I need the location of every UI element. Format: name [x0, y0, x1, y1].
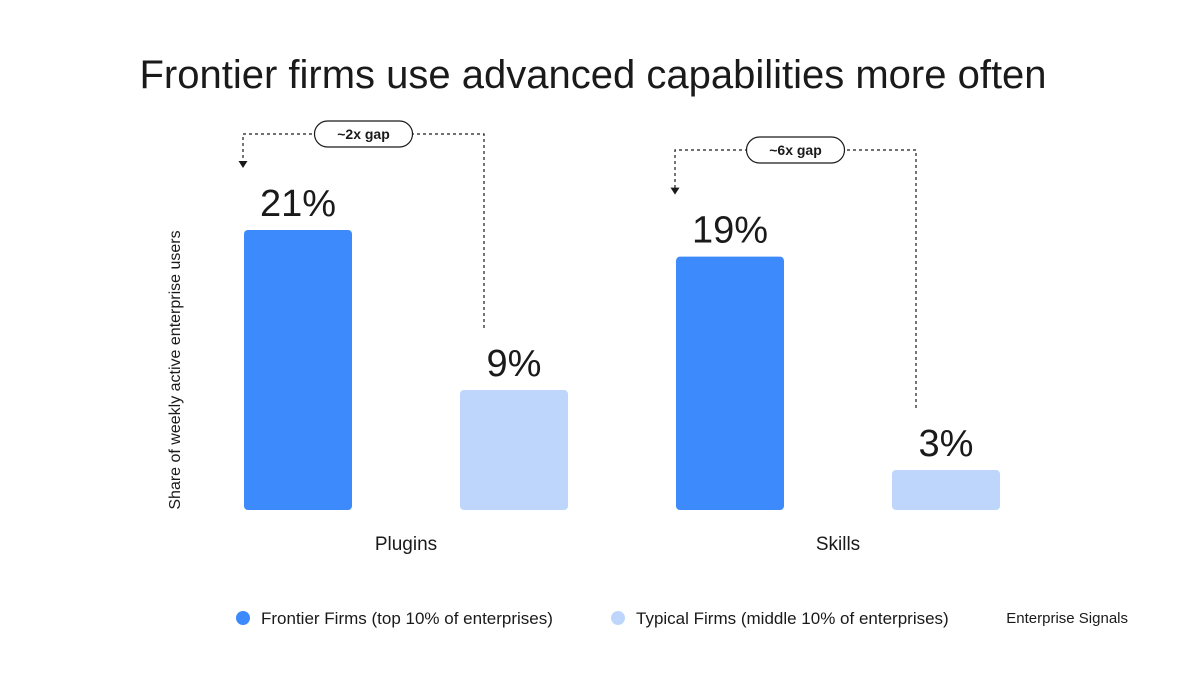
legend-swatch [236, 611, 250, 625]
legend-swatch [611, 611, 625, 625]
arrow-head-icon [670, 187, 680, 195]
gap-annotation-plugins: ~2x gap [238, 120, 485, 328]
bars: 21% 9% 19% 3% [244, 183, 1000, 510]
bar-plugins-frontier [244, 230, 352, 510]
legend-item-frontier: Frontier Firms (top 10% of enterprises) [236, 609, 553, 628]
legend-item-typical: Typical Firms (middle 10% of enterprises… [611, 609, 949, 628]
arrow-head-icon [238, 161, 248, 168]
gap-annotation-skills: ~6x gap [670, 136, 917, 408]
value-label-skills-frontier: 19% [692, 210, 768, 252]
gap-pill [745, 136, 846, 164]
gap-pill [313, 120, 414, 148]
chart-title: Frontier firms use advanced capabilities… [139, 53, 1046, 97]
bar-skills-typical [892, 470, 1000, 510]
bar-skills-frontier [676, 256, 784, 510]
value-label-plugins-frontier: 21% [260, 183, 336, 225]
legend-label: Typical Firms (middle 10% of enterprises… [636, 609, 949, 628]
gap-label: ~2x gap [337, 126, 390, 142]
category-label-skills: Skills [816, 534, 860, 555]
source-label: Enterprise Signals [1006, 610, 1128, 627]
value-label-plugins-typical: 9% [487, 343, 542, 385]
category-labels: Plugins Skills [375, 534, 860, 555]
bar-plugins-typical [460, 390, 568, 510]
y-axis-label: Share of weekly active enterprise users [167, 230, 184, 509]
gap-annotations: ~2x gap ~6x gap [238, 120, 917, 408]
category-label-plugins: Plugins [375, 534, 437, 555]
legend-label: Frontier Firms (top 10% of enterprises) [261, 609, 553, 628]
gap-label: ~6x gap [769, 142, 822, 158]
value-label-skills-typical: 3% [919, 423, 974, 465]
legend: Frontier Firms (top 10% of enterprises) T… [236, 609, 949, 628]
